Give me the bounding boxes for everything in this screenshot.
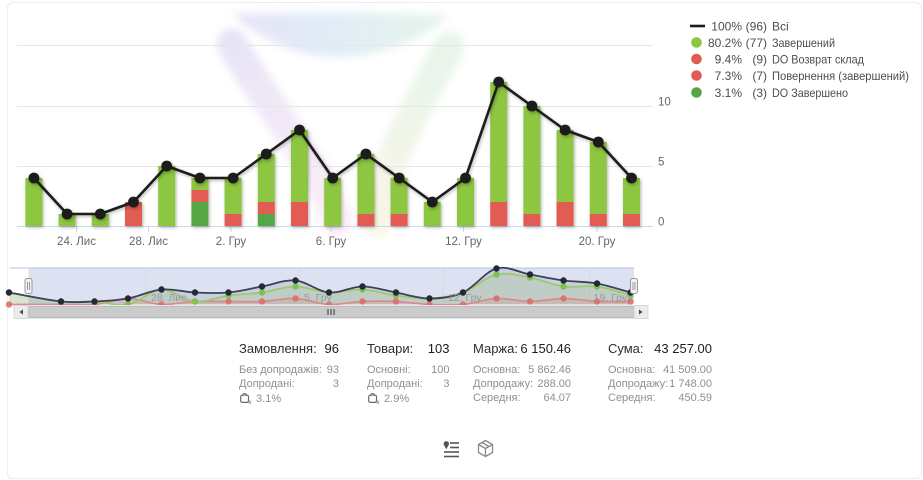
- svg-text:6. Гру: 6. Гру: [316, 236, 347, 248]
- svg-text:Завершений: Завершений: [772, 36, 835, 50]
- svg-text:7.3%: 7.3%: [715, 69, 743, 83]
- svg-text:3.1%: 3.1%: [715, 86, 743, 100]
- svg-text:x: x: [376, 399, 380, 405]
- svg-text:5. Гру: 5. Гру: [304, 292, 332, 304]
- svg-text:DO Завершено: DO Завершено: [772, 86, 848, 100]
- svg-text:Повернення (завершений): Повернення (завершений): [772, 69, 909, 83]
- svg-text:0: 0: [658, 217, 664, 229]
- svg-text:12. Гру: 12. Гру: [445, 236, 482, 248]
- svg-text:DO Возврат склад: DO Возврат склад: [772, 53, 864, 67]
- svg-text:(77): (77): [746, 36, 767, 50]
- svg-text:(3): (3): [752, 86, 767, 100]
- svg-text:12. Гру: 12. Гру: [448, 292, 482, 304]
- svg-text:(96): (96): [746, 20, 767, 34]
- svg-text:(9): (9): [752, 53, 767, 67]
- svg-text:5: 5: [658, 157, 664, 169]
- svg-text:19. Гру: 19. Гру: [594, 292, 628, 304]
- svg-text:20. Гру: 20. Гру: [579, 236, 616, 248]
- svg-text:9.4%: 9.4%: [715, 53, 743, 67]
- svg-text:Всі: Всі: [772, 20, 789, 34]
- svg-text:24. Лис: 24. Лис: [57, 236, 96, 248]
- svg-text:28. Лис: 28. Лис: [151, 292, 187, 304]
- svg-text:x: x: [248, 399, 252, 405]
- svg-text:2. Гру: 2. Гру: [216, 236, 247, 248]
- svg-text:(7): (7): [752, 69, 767, 83]
- svg-text:10: 10: [658, 97, 671, 109]
- svg-text:28. Лис: 28. Лис: [129, 236, 168, 248]
- svg-text:80.2%: 80.2%: [708, 36, 742, 50]
- svg-text:100%: 100%: [711, 20, 742, 34]
